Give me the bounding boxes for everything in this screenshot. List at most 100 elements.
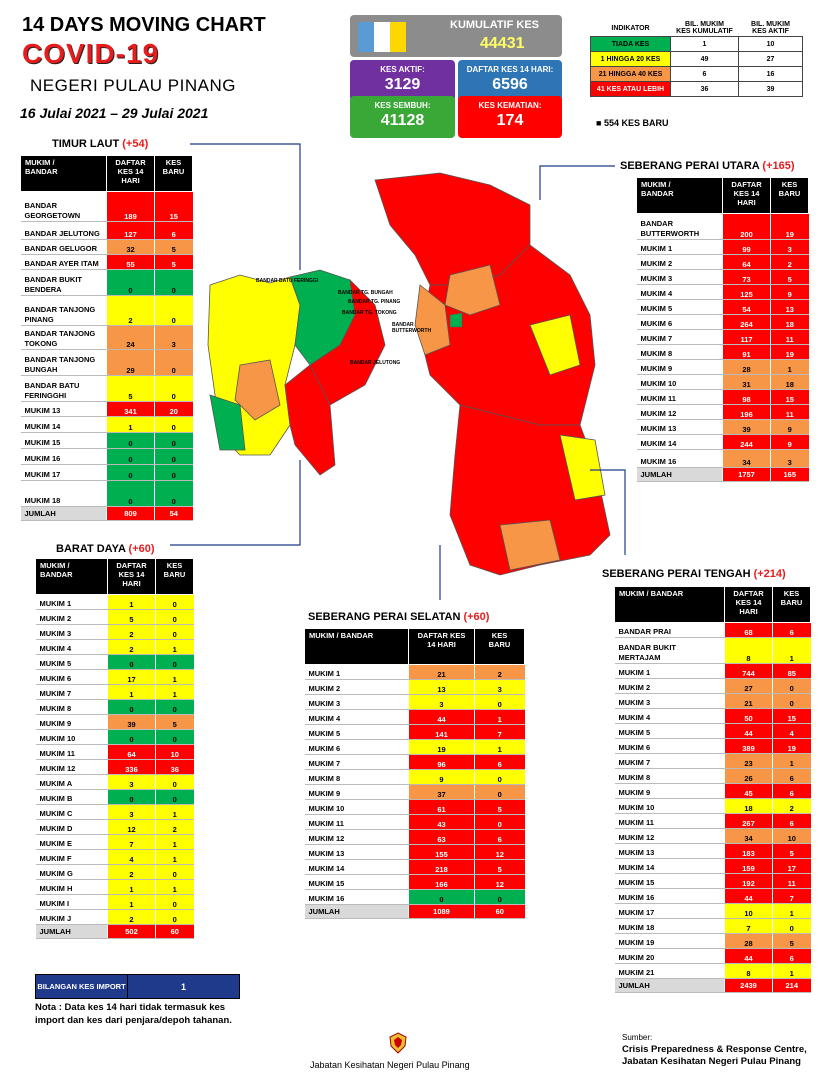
row-name: MUKIM 2 bbox=[304, 679, 409, 695]
row-name: BANDAR BUKIT MERTAJAM bbox=[614, 637, 725, 664]
legend-aktif: 39 bbox=[738, 81, 803, 97]
row-baru: 0 bbox=[155, 699, 194, 715]
total-cell: JUMLAH bbox=[35, 924, 108, 939]
row-baru: 1 bbox=[772, 753, 811, 769]
row-baru: 17 bbox=[772, 858, 811, 874]
row-daftar: 166 bbox=[408, 874, 475, 890]
legend-row: 1 HINGGA 20 KES 49 27 bbox=[590, 51, 803, 67]
row-daftar: 141 bbox=[408, 724, 475, 740]
row-daftar: 28 bbox=[722, 359, 771, 375]
row-daftar: 24 bbox=[106, 325, 155, 350]
row-daftar: 26 bbox=[724, 768, 773, 784]
row-baru: 18 bbox=[770, 374, 809, 390]
row-daftar: 0 bbox=[106, 464, 155, 481]
row-name: MUKIM 3 bbox=[614, 693, 725, 709]
row-baru: 0 bbox=[154, 448, 193, 465]
row-name: MUKIM 13 bbox=[614, 843, 725, 859]
row-daftar: 54 bbox=[722, 299, 771, 315]
table-row: MUKIM 7 23 1 bbox=[614, 753, 811, 769]
row-daftar: 264 bbox=[722, 314, 771, 330]
table-row: MUKIM 9 39 5 bbox=[35, 714, 194, 730]
mainland-orange-a bbox=[444, 264, 501, 316]
table-header: MUKIM / BANDAR DAFTAR KES 14 HARI KES BARU bbox=[304, 628, 525, 665]
row-baru: 3 bbox=[474, 679, 525, 695]
mainland-orange-b bbox=[414, 284, 451, 356]
row-baru: 15 bbox=[770, 389, 809, 405]
row-baru: 0 bbox=[154, 295, 193, 326]
row-name: MUKIM 4 bbox=[636, 284, 723, 300]
total-cell: 60 bbox=[474, 904, 525, 919]
column-header: DAFTAR KES 14 HARI bbox=[107, 558, 156, 595]
table-row: MUKIM 6 264 18 bbox=[636, 314, 809, 330]
row-daftar: 0 bbox=[107, 729, 156, 745]
row-name: MUKIM 6 bbox=[614, 738, 725, 754]
row-name: MUKIM 6 bbox=[35, 669, 108, 685]
source-label: Sumber: bbox=[622, 1033, 653, 1042]
kematian-value: 174 bbox=[496, 112, 524, 129]
row-name: BANDAR BUKIT BENDERA bbox=[20, 269, 107, 296]
table-row: MUKIM 18 0 0 bbox=[20, 480, 193, 507]
source-block: Sumber: Crisis Preparedness & Response C… bbox=[622, 1032, 807, 1068]
row-baru: 15 bbox=[154, 191, 193, 222]
row-name: MUKIM 8 bbox=[636, 344, 723, 360]
row-daftar: 34 bbox=[722, 449, 771, 468]
row-daftar: 18 bbox=[724, 798, 773, 814]
total-cell: 1757 bbox=[722, 467, 771, 482]
row-name: MUKIM 3 bbox=[636, 269, 723, 285]
column-header: MUKIM / BANDAR bbox=[35, 558, 108, 595]
row-name: MUKIM 14 bbox=[304, 859, 409, 875]
table-row: MUKIM 14 159 17 bbox=[614, 858, 811, 874]
row-name: MUKIM 13 bbox=[636, 419, 723, 435]
row-name: MUKIM 1 bbox=[614, 663, 725, 679]
map-label-batu-ferringhi: BANDAR BATU FERINGGI bbox=[256, 278, 319, 284]
row-name: MUKIM 7 bbox=[304, 754, 409, 770]
row-name: BANDAR TANJONG PINANG bbox=[20, 295, 107, 326]
table-row: MUKIM 10 0 0 bbox=[35, 729, 194, 745]
row-baru: 0 bbox=[155, 909, 194, 925]
row-name: MUKIM 10 bbox=[35, 729, 108, 745]
table-row: MUKIM 15 0 0 bbox=[20, 432, 193, 449]
row-baru: 85 bbox=[772, 663, 811, 679]
timur-laut-count: (+54) bbox=[122, 138, 149, 150]
row-baru: 0 bbox=[154, 432, 193, 449]
row-baru: 9 bbox=[770, 434, 809, 450]
column-header: MUKIM / BANDAR bbox=[636, 177, 723, 214]
kematian-label: KES KEMATIAN: bbox=[478, 101, 542, 110]
row-daftar: 9 bbox=[408, 769, 475, 785]
row-daftar: 7 bbox=[107, 834, 156, 850]
row-daftar: 3 bbox=[107, 774, 156, 790]
row-daftar: 218 bbox=[408, 859, 475, 875]
table-row: MUKIM 4 125 9 bbox=[636, 284, 809, 300]
row-baru: 11 bbox=[770, 404, 809, 420]
row-name: MUKIM 12 bbox=[304, 829, 409, 845]
import-box: BILANGAN KES IMPORT 1 bbox=[35, 974, 240, 999]
daftar-tile: DAFTAR KES 14 HARI: 6596 bbox=[458, 60, 562, 102]
row-baru: 1 bbox=[155, 684, 194, 700]
row-daftar: 19 bbox=[408, 739, 475, 755]
table-row: MUKIM 5 44 4 bbox=[614, 723, 811, 739]
row-name: MUKIM 16 bbox=[636, 449, 723, 468]
row-name: MUKIM 16 bbox=[20, 448, 107, 465]
column-header: KES BARU bbox=[770, 177, 809, 214]
row-baru: 3 bbox=[154, 325, 193, 350]
row-name: MUKIM A bbox=[35, 774, 108, 790]
row-baru: 0 bbox=[772, 678, 811, 694]
row-daftar: 7 bbox=[724, 918, 773, 934]
agency-name: Jabatan Kesihatan Negeri Pulau Pinang bbox=[310, 1060, 470, 1070]
row-daftar: 744 bbox=[724, 663, 773, 679]
row-baru: 0 bbox=[154, 349, 193, 376]
table-row: MUKIM 17 0 0 bbox=[20, 464, 193, 481]
row-daftar: 99 bbox=[722, 239, 771, 255]
row-daftar: 73 bbox=[722, 269, 771, 285]
table-row: MUKIM 1 21 2 bbox=[304, 664, 525, 680]
row-daftar: 244 bbox=[722, 434, 771, 450]
kumulatif-value: 44431 bbox=[480, 35, 525, 52]
row-daftar: 21 bbox=[408, 664, 475, 680]
map-label-tg-pinang: BANDAR TG. PINANG bbox=[348, 299, 401, 305]
total-cell: 2439 bbox=[724, 978, 773, 993]
table-header: MUKIM / BANDAR DAFTAR KES 14 HARI KES BARU bbox=[636, 177, 809, 214]
